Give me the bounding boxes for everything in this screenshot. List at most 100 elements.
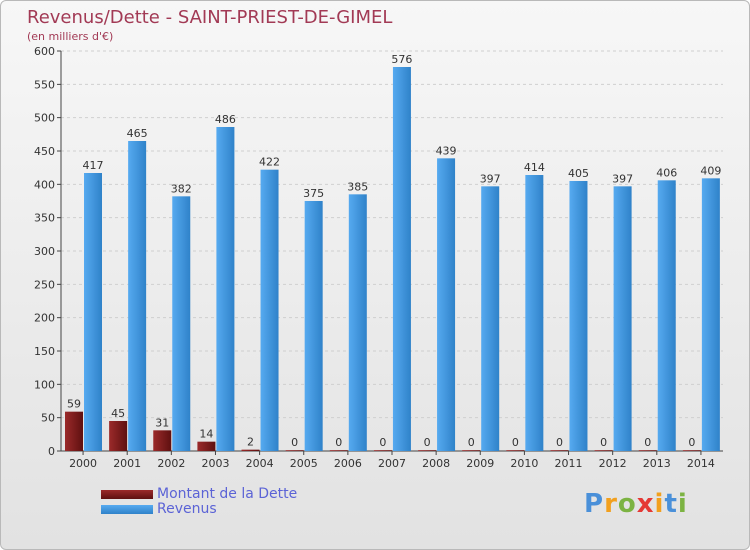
debt-data-label: 0	[512, 436, 519, 449]
revenus-bar	[613, 186, 632, 452]
x-tick-label: 2012	[599, 457, 627, 470]
revenus-bar	[525, 175, 544, 451]
chart-subtitle: (en milliers d'€)	[27, 30, 114, 43]
bars	[65, 67, 720, 452]
revenus-data-label: 382	[171, 182, 192, 195]
x-tick-label: 2004	[246, 457, 274, 470]
data-labels: 59 417 45 465 31 382 14 486 2 422 0 375 0 385 0 576 0 439…	[67, 53, 721, 449]
revenus-data-label: 465	[127, 127, 148, 140]
debt-data-label: 59	[67, 398, 81, 411]
debt-bar	[594, 450, 613, 451]
legend-label-debt: Montant de la Dette	[157, 486, 298, 502]
revenus-bar	[437, 158, 456, 452]
legend-swatch-revenus	[101, 505, 153, 514]
revenus-data-label: 439	[436, 144, 457, 157]
revenus-data-label: 405	[568, 167, 589, 180]
x-tick-label: 2010	[510, 457, 538, 470]
x-tick-label: 2013	[643, 457, 671, 470]
logo-letter: o	[617, 489, 637, 519]
y-tick-label: 400	[34, 178, 55, 191]
debt-data-label: 31	[155, 416, 169, 429]
chart-title: Revenus/Dette - SAINT-PRIEST-DE-GIMEL	[27, 7, 393, 28]
logo-letter: i	[654, 489, 665, 519]
debt-bar	[373, 450, 392, 451]
debt-data-label: 0	[600, 436, 607, 449]
revenus-data-label: 397	[480, 172, 501, 185]
logo-letter: t	[664, 489, 678, 519]
y-tick-label: 150	[34, 345, 55, 358]
x-tick-label: 2001	[113, 457, 141, 470]
debt-data-label: 0	[688, 436, 695, 449]
revenus-bar	[348, 194, 367, 452]
x-tick-label: 2000	[69, 457, 97, 470]
revenus-bar	[172, 196, 191, 451]
debt-data-label: 2	[247, 436, 254, 449]
debt-bar	[550, 450, 569, 451]
debt-data-label: 0	[644, 436, 651, 449]
x-tick-label: 2009	[466, 457, 494, 470]
revenus-bar	[701, 178, 720, 452]
revenus-bar	[260, 169, 279, 451]
y-tick-label: 250	[34, 278, 55, 291]
revenus-data-label: 375	[303, 187, 324, 200]
revenus-data-label: 486	[215, 113, 236, 126]
debt-bar	[197, 441, 216, 451]
logo-letter: r	[604, 489, 618, 519]
y-tick-label: 50	[41, 412, 55, 425]
revenus-bar	[216, 127, 235, 451]
x-tick-label: 2002	[157, 457, 185, 470]
debt-data-label: 0	[468, 436, 475, 449]
axes: 0501001502002503003504004505005506002000…	[34, 45, 723, 470]
debt-data-label: 45	[111, 407, 125, 420]
x-tick-label: 2003	[201, 457, 229, 470]
debt-data-label: 0	[424, 436, 431, 449]
revenus-data-label: 409	[700, 164, 721, 177]
debt-bar	[241, 449, 260, 451]
y-tick-label: 300	[34, 245, 55, 258]
revenus-data-label: 406	[656, 166, 677, 179]
debt-bar	[109, 421, 128, 451]
debt-bar	[285, 450, 304, 451]
debt-data-label: 0	[556, 436, 563, 449]
x-tick-label: 2005	[290, 457, 318, 470]
revenus-data-label: 422	[259, 156, 280, 169]
x-tick-label: 2014	[687, 457, 715, 470]
debt-data-label: 0	[291, 436, 298, 449]
y-tick-label: 600	[34, 45, 55, 58]
grid-lines	[61, 50, 723, 452]
legend-swatch-debt	[101, 490, 153, 499]
y-tick-label: 350	[34, 212, 55, 225]
debt-data-label: 14	[199, 428, 213, 441]
debt-bar	[506, 450, 525, 451]
y-tick-label: 100	[34, 378, 55, 391]
revenus-bar	[392, 67, 411, 451]
revenus-data-label: 576	[391, 53, 412, 66]
revenus-bar	[481, 186, 500, 452]
y-tick-label: 550	[34, 78, 55, 91]
proxiti-logo: Proxiti	[584, 489, 688, 519]
x-tick-label: 2008	[422, 457, 450, 470]
revenus-bar	[84, 173, 102, 451]
debt-bar	[329, 450, 348, 451]
revenus-bar	[128, 141, 147, 451]
legend-label-revenus: Revenus	[157, 501, 217, 517]
debt-bar	[462, 450, 481, 451]
revenus-data-label: 385	[347, 180, 368, 193]
debt-data-label: 0	[379, 436, 386, 449]
logo-letter: i	[677, 489, 688, 519]
logo-letter: P	[584, 489, 605, 519]
debt-bar	[682, 450, 701, 451]
debt-bar	[153, 430, 172, 451]
revenus-data-label: 397	[612, 172, 633, 185]
y-tick-label: 200	[34, 312, 55, 325]
y-tick-label: 0	[48, 445, 55, 458]
revenus-bar	[569, 181, 588, 451]
revenus-bar	[657, 180, 676, 452]
logo-letter: x	[636, 489, 655, 519]
revenus-data-label: 417	[83, 159, 104, 172]
debt-bar	[65, 411, 83, 451]
debt-data-label: 0	[335, 436, 342, 449]
revenus-data-label: 414	[524, 161, 545, 174]
